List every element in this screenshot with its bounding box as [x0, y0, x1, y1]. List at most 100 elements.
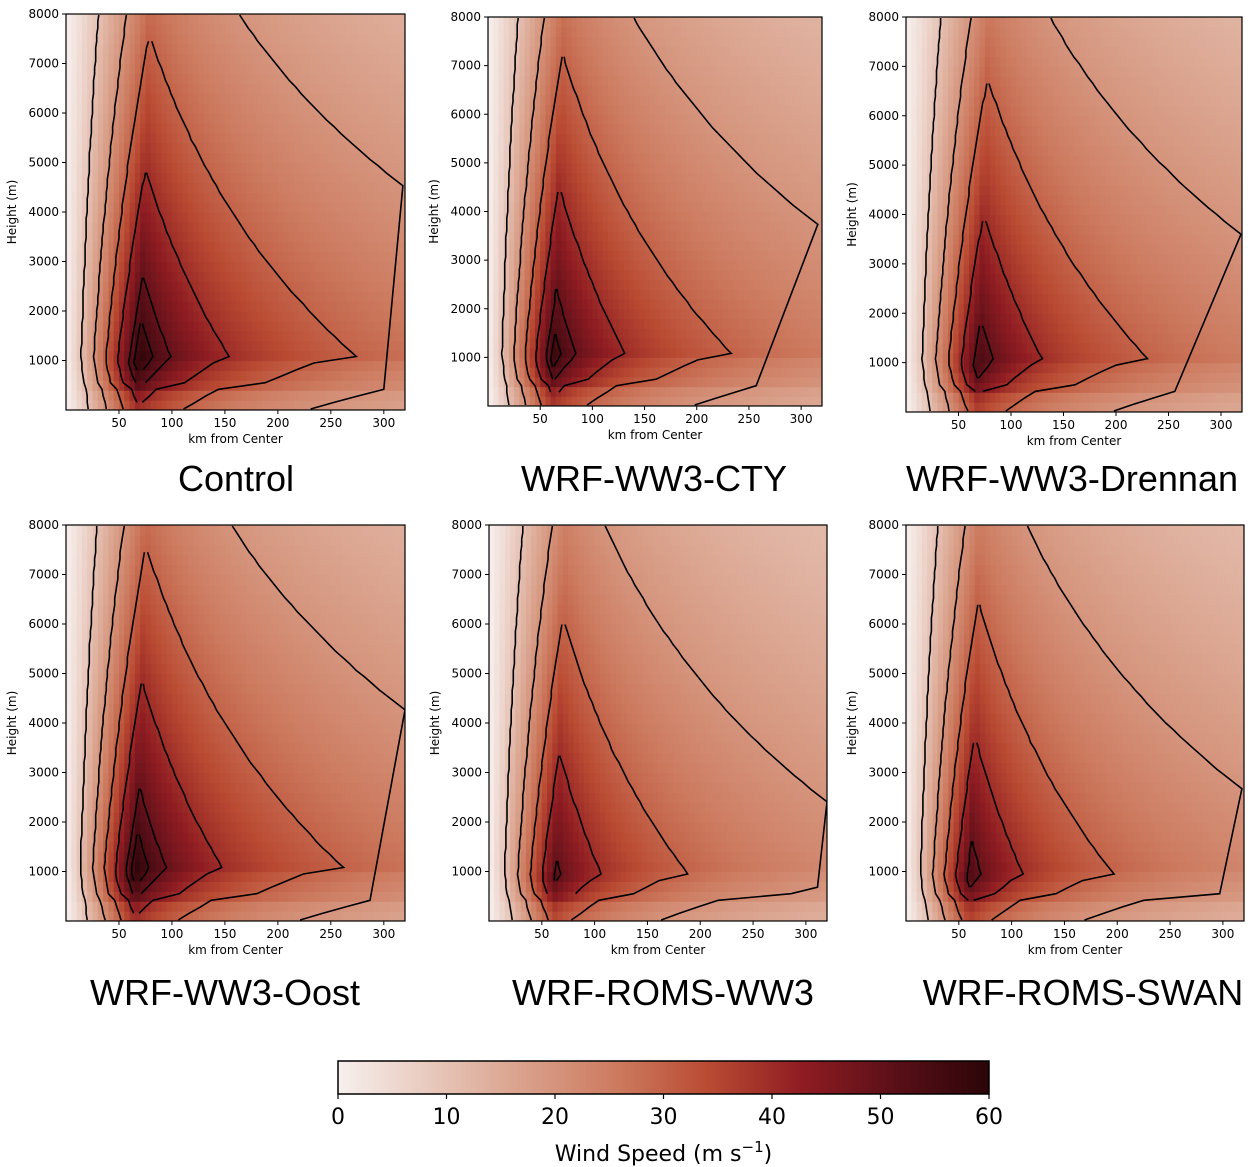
- heatmap-cell: [145, 400, 152, 410]
- heatmap-cell: [576, 123, 583, 135]
- heatmap-cell: [785, 55, 792, 67]
- heatmap-cell: [87, 172, 94, 183]
- heatmap-cell: [219, 132, 226, 144]
- heatmap-cell: [113, 311, 120, 322]
- heatmap-cell: [696, 114, 703, 125]
- heatmap-cell: [743, 182, 750, 193]
- heatmap-cell: [576, 133, 583, 145]
- heatmap-cell: [87, 330, 94, 342]
- heatmap-cell: [261, 202, 268, 213]
- heatmap-cell: [514, 123, 520, 135]
- heatmap-cell: [644, 143, 651, 154]
- heatmap-cell: [293, 320, 300, 332]
- heatmap-cell: [251, 113, 258, 124]
- heatmap-cell: [488, 260, 494, 271]
- heatmap-cell: [576, 182, 583, 193]
- heatmap-cell: [251, 33, 258, 45]
- heatmap-cell: [503, 123, 510, 135]
- heatmap-cell: [811, 337, 818, 349]
- heatmap-cell: [87, 281, 94, 292]
- heatmap-cell: [628, 143, 635, 154]
- heatmap-cell: [330, 14, 337, 25]
- heatmap-cell: [219, 291, 226, 302]
- heatmap-cell: [759, 65, 766, 76]
- heatmap-cell: [712, 386, 719, 397]
- heatmap-cell: [811, 172, 818, 183]
- heatmap-cell: [754, 396, 760, 406]
- heatmap-cell: [608, 279, 614, 290]
- heatmap-cell: [754, 46, 760, 57]
- heatmap-cell: [754, 153, 760, 164]
- heatmap-cell: [728, 133, 734, 145]
- heatmap-cell: [177, 122, 184, 134]
- heatmap-cell: [665, 172, 672, 183]
- heatmap-cell: [790, 269, 797, 281]
- heatmap-cell: [561, 269, 567, 281]
- heatmap-cell: [592, 337, 599, 349]
- heatmap-cell: [383, 83, 390, 94]
- heatmap-cell: [373, 122, 380, 134]
- heatmap-cell: [129, 83, 136, 94]
- heatmap-cell: [113, 53, 120, 65]
- heatmap-cell: [801, 240, 807, 251]
- heatmap-cell: [304, 43, 311, 55]
- heatmap-cell: [314, 370, 321, 381]
- heatmap-cell: [230, 330, 237, 342]
- heatmap-cell: [161, 182, 168, 193]
- heatmap-cell: [330, 370, 337, 381]
- heatmap-cell: [722, 143, 729, 154]
- heatmap-cell: [665, 153, 672, 164]
- heatmap-cell: [519, 240, 526, 251]
- heatmap-cell: [816, 85, 822, 96]
- heatmap-cell: [769, 269, 776, 281]
- heatmap-cell: [550, 75, 557, 86]
- heatmap-cell: [790, 328, 797, 339]
- heatmap-cell: [764, 299, 771, 310]
- heatmap-cell: [644, 211, 651, 222]
- heatmap-cell: [367, 281, 374, 292]
- heatmap-cell: [166, 291, 173, 302]
- heatmap-cell: [806, 396, 813, 406]
- heatmap-cell: [66, 271, 72, 282]
- heatmap-cell: [764, 172, 771, 183]
- heatmap-cell: [795, 221, 802, 232]
- heatmap-cell: [124, 360, 131, 371]
- heatmap-cell: [134, 33, 141, 45]
- heatmap-cell: [717, 328, 724, 339]
- heatmap-cell: [87, 311, 94, 322]
- heatmap-cell: [691, 250, 698, 261]
- heatmap-cell: [187, 172, 194, 183]
- heatmap-cell: [670, 308, 677, 320]
- heatmap-cell: [759, 182, 766, 193]
- heatmap-cell: [272, 221, 279, 233]
- heatmap-cell: [261, 182, 268, 193]
- heatmap-cell: [198, 43, 205, 55]
- heatmap-cell: [712, 367, 719, 378]
- heatmap-cell: [203, 152, 210, 164]
- heatmap-cell: [628, 347, 635, 358]
- heatmap-cell: [288, 241, 295, 253]
- heatmap-cell: [566, 55, 573, 67]
- heatmap-cell: [743, 85, 750, 96]
- heatmap-cell: [140, 103, 147, 114]
- heatmap-cell: [187, 103, 194, 114]
- heatmap-cell: [362, 330, 369, 342]
- heatmap-cell: [759, 230, 766, 242]
- heatmap-cell: [325, 261, 332, 272]
- heatmap-cell: [346, 53, 353, 65]
- heatmap-cell: [357, 192, 364, 203]
- heatmap-cell: [566, 347, 573, 358]
- heatmap-cell: [341, 212, 348, 223]
- heatmap-cell: [71, 93, 78, 104]
- heatmap-cell: [576, 211, 583, 222]
- heatmap-cell: [171, 320, 178, 332]
- heatmap-cell: [748, 240, 755, 251]
- heatmap-cell: [150, 291, 157, 302]
- heatmap-cell: [150, 400, 157, 410]
- heatmap-cell: [261, 103, 268, 114]
- heatmap-cell: [811, 357, 818, 368]
- heatmap-cell: [555, 211, 562, 222]
- heatmap-cell: [655, 269, 661, 281]
- heatmap-cell: [145, 221, 152, 233]
